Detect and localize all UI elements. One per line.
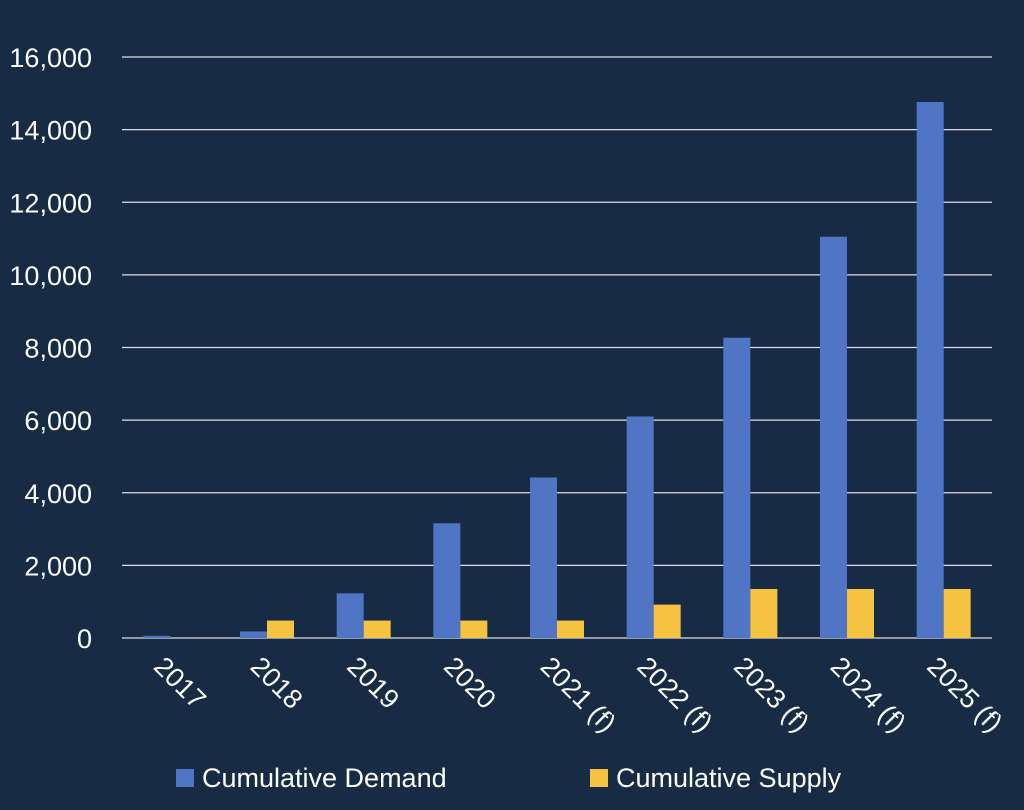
bars [143, 102, 971, 639]
y-tick-label: 12,000 [9, 188, 92, 218]
y-tick-label: 14,000 [9, 116, 92, 146]
supply-bar-2023f [750, 588, 778, 638]
demand-bar-2021f [530, 477, 557, 638]
demand-bar-2020 [433, 523, 461, 638]
legend-label-supply: Cumulative Supply [616, 763, 842, 793]
y-tick-label: 6,000 [24, 406, 92, 436]
supply-bar-2019 [363, 620, 391, 638]
supply-bar-2021f [557, 620, 584, 638]
demand-bar-2019 [336, 593, 364, 638]
demand-bar-2017 [143, 635, 171, 638]
legend: Cumulative Demand Cumulative Supply [176, 763, 842, 793]
y-tick-label: 4,000 [24, 479, 92, 509]
legend-label-demand: Cumulative Demand [202, 763, 447, 793]
demand-bar-2022f [626, 416, 654, 638]
demand-bar-2018 [240, 631, 267, 638]
legend-swatch-demand [176, 769, 194, 787]
supply-bar-2025f [943, 588, 971, 638]
y-axis-tick-labels: 0 2,000 4,000 6,000 8,000 10,000 12,000 14,000 1… [9, 43, 92, 654]
y-tick-label: 10,000 [9, 261, 92, 291]
y-tick-label: 0 [77, 624, 92, 654]
supply-bar-2022f [653, 604, 681, 638]
y-tick-label: 8,000 [24, 334, 92, 364]
supply-bar-2018 [267, 620, 294, 638]
demand-bar-2023f [723, 337, 751, 638]
demand-bar-2024f [820, 236, 847, 638]
supply-bar-2024f [847, 588, 874, 638]
y-tick-label: 2,000 [24, 551, 92, 581]
supply-bar-2020 [460, 620, 488, 638]
demand-bar-2025f [916, 102, 944, 639]
y-tick-label: 16,000 [9, 43, 92, 73]
legend-swatch-supply [590, 769, 608, 787]
